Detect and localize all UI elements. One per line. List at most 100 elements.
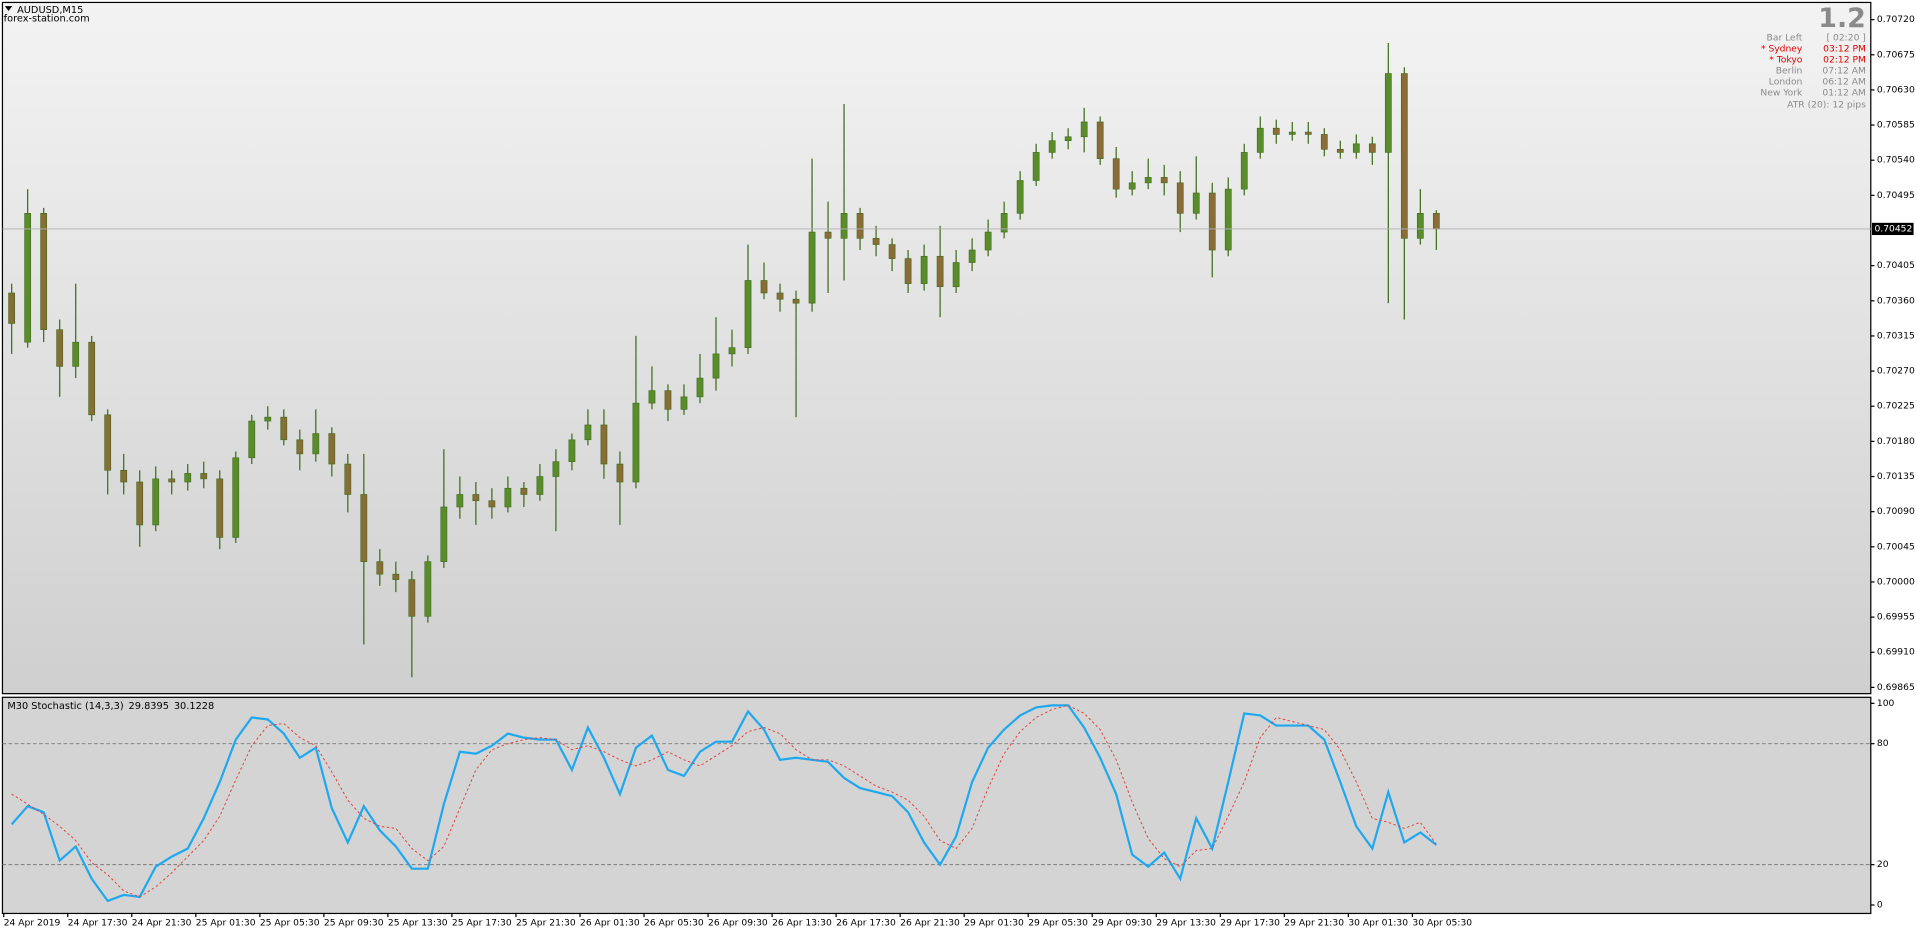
candle-body	[1096, 121, 1104, 159]
candle-body	[872, 238, 880, 245]
candle-body	[1064, 136, 1072, 141]
candle-body	[296, 439, 304, 455]
candle-body	[1032, 152, 1040, 181]
candle-body	[488, 500, 496, 508]
y-tick-label: 0.69955	[1877, 612, 1915, 623]
candle-body	[152, 478, 160, 526]
y-tick-label: 0.69910	[1877, 647, 1915, 658]
x-tick-label: 26 Apr 01:30	[580, 918, 640, 929]
candle-body	[1400, 73, 1408, 239]
candle-body	[600, 424, 608, 465]
y-tick-label: 0	[1877, 899, 1883, 910]
candle-body	[1128, 182, 1136, 190]
candle-body	[1208, 192, 1216, 251]
candle-body	[136, 481, 144, 526]
session-name: London	[1769, 76, 1803, 87]
stochastic-line	[10, 704, 1438, 903]
y-tick-label: 0.70360	[1877, 295, 1915, 306]
candle-body	[1000, 213, 1008, 233]
y-tick-label: 0.70270	[1877, 366, 1915, 377]
candle-body	[56, 329, 64, 367]
candle-body	[1112, 158, 1120, 190]
indicator-value: 30.1228	[174, 701, 214, 712]
candle-body	[1080, 121, 1088, 138]
candle-body	[632, 402, 640, 483]
candle-body	[184, 473, 192, 483]
candle-body	[200, 473, 208, 480]
candle-body	[280, 416, 288, 441]
candle-body	[696, 377, 704, 398]
y-tick-label: 0.70225	[1877, 401, 1915, 412]
candle-body	[1368, 143, 1376, 153]
x-tick-label: 30 Apr 01:30	[1348, 918, 1408, 929]
candle-body	[424, 561, 432, 617]
candle-body	[712, 353, 720, 379]
candle-body	[856, 213, 864, 239]
candle-body	[24, 213, 32, 343]
candle-body	[536, 476, 544, 495]
candle-body	[72, 341, 80, 367]
candle-body	[40, 213, 48, 330]
candle-body	[408, 579, 416, 617]
x-tick-label: 26 Apr 09:30	[708, 918, 768, 929]
candle-body	[984, 231, 992, 251]
candle-body	[312, 433, 320, 455]
candle-body	[120, 469, 128, 483]
y-tick-label: 0.70540	[1877, 155, 1915, 166]
session-name: New York	[1760, 87, 1803, 98]
x-tick-label: 26 Apr 21:30	[900, 918, 960, 929]
x-tick-label: 30 Apr 05:30	[1412, 918, 1472, 929]
candle-body	[456, 494, 464, 508]
indicator-value: 29.8395	[129, 701, 169, 712]
y-tick-label: 0.70585	[1877, 120, 1915, 131]
candle-body	[840, 213, 848, 239]
x-tick-label: 25 Apr 21:30	[516, 918, 576, 929]
symbol-menu-arrow[interactable]	[4, 6, 13, 11]
watermark: forex-station.com	[4, 13, 90, 24]
candle-body	[1048, 140, 1056, 153]
candle-body	[760, 280, 768, 294]
candle-body	[1144, 177, 1152, 184]
candle-body	[1256, 127, 1264, 153]
session-time: [ 02:20 ]	[1827, 32, 1866, 43]
candle-body	[952, 262, 960, 288]
x-tick-label: 29 Apr 05:30	[1028, 918, 1088, 929]
y-tick-label: 0.70495	[1877, 190, 1915, 201]
candle-body	[1288, 131, 1296, 135]
candle-body	[1192, 192, 1200, 214]
candle-body	[920, 255, 928, 284]
candle-body	[88, 341, 96, 416]
candle-body	[1272, 127, 1280, 135]
candle-body	[168, 478, 176, 483]
y-tick-label: 0.70675	[1877, 49, 1915, 60]
candle-body	[824, 231, 832, 239]
x-tick-label: 26 Apr 17:30	[836, 918, 896, 929]
y-tick-label: 80	[1877, 738, 1889, 749]
x-tick-label: 25 Apr 01:30	[196, 918, 256, 929]
indicator-name: M30 Stochastic (14,3,3)	[7, 701, 123, 712]
candle-body	[520, 487, 528, 495]
candle-body	[792, 298, 800, 304]
candle-body	[264, 416, 272, 422]
session-time: 02:12 PM	[1823, 54, 1866, 65]
candle-body	[504, 487, 512, 508]
candle-body	[568, 439, 576, 462]
candle-body	[1224, 188, 1232, 251]
candle-body	[680, 396, 688, 410]
y-tick-label: 0.70000	[1877, 576, 1915, 587]
session-name: Berlin	[1776, 65, 1803, 76]
last-price-label: 0.70452	[1874, 223, 1912, 234]
y-tick-label: 0.70045	[1877, 541, 1915, 552]
indicator-pane	[1, 696, 1872, 915]
candle-body	[616, 463, 624, 483]
y-tick-label: 0.70135	[1877, 471, 1915, 482]
candle-body	[1016, 180, 1024, 214]
candle-body	[328, 433, 336, 465]
session-time: 01:12 AM	[1822, 87, 1865, 98]
x-tick-label: 29 Apr 13:30	[1156, 918, 1216, 929]
spread-value: 1.2	[1818, 3, 1866, 34]
x-tick-label: 29 Apr 21:30	[1284, 918, 1344, 929]
candle-body	[1336, 148, 1344, 153]
